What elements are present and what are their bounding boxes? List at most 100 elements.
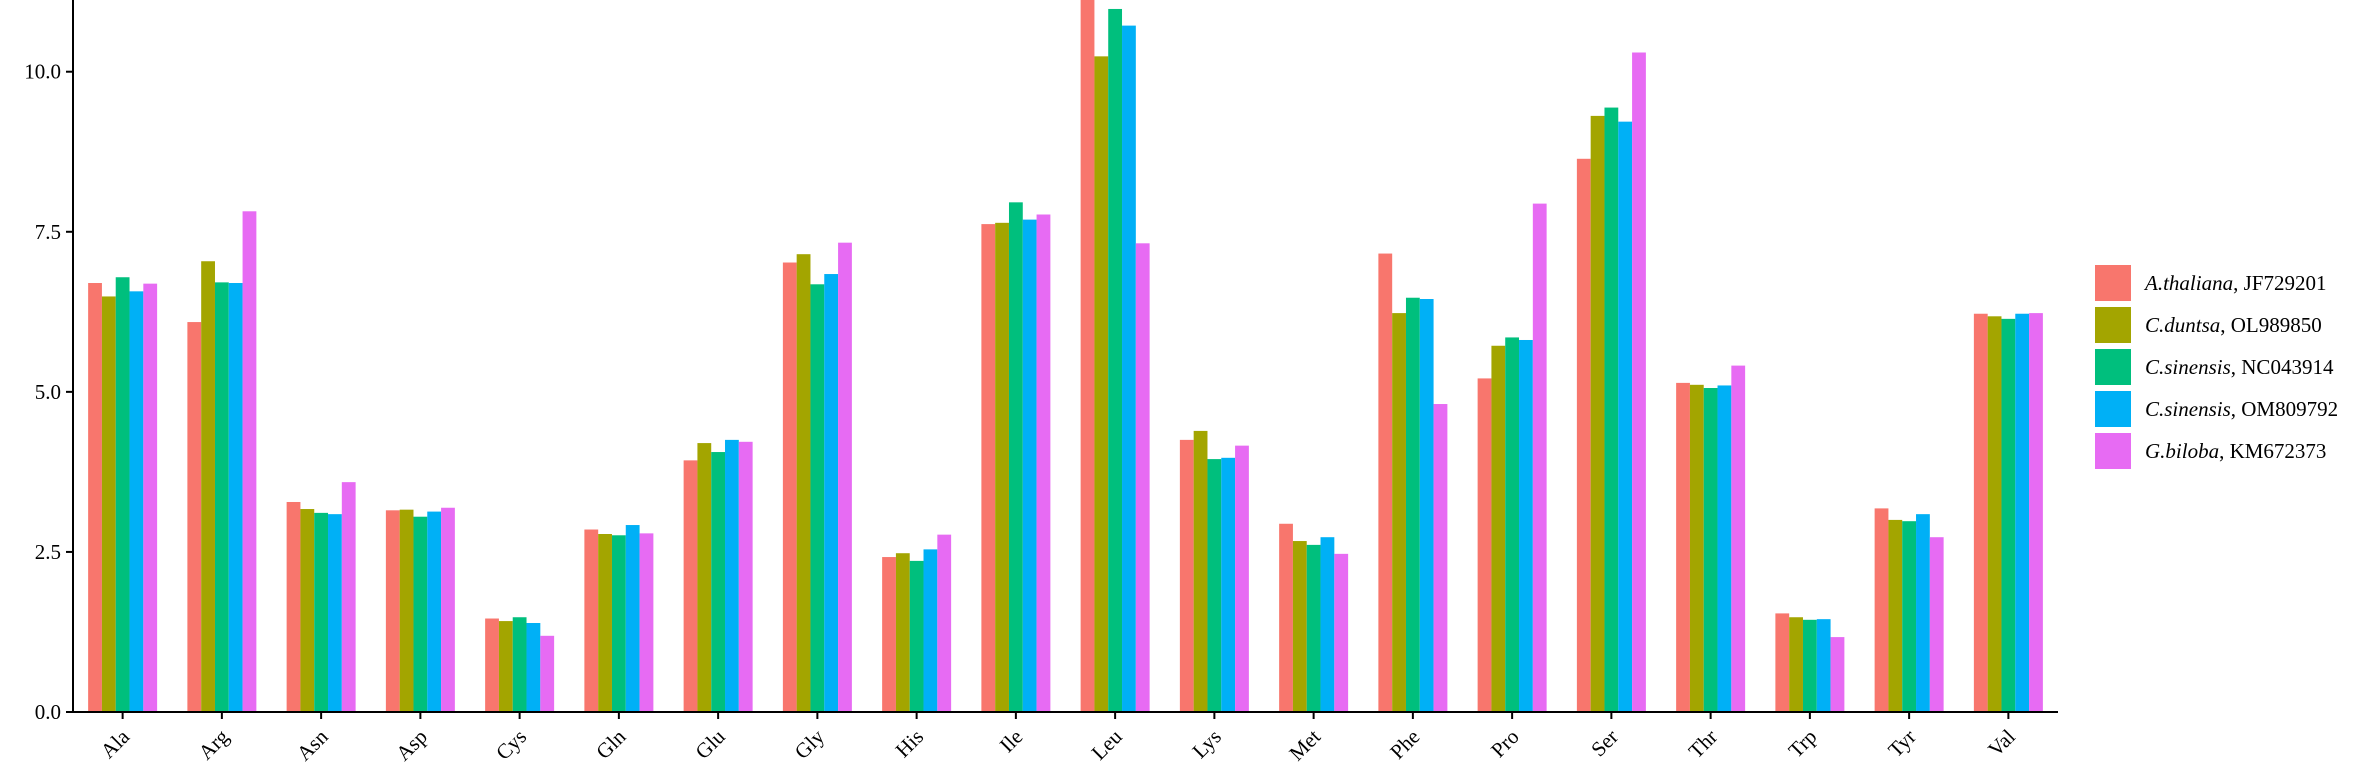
bar-his-series-1: [882, 557, 896, 712]
x-tick-label-asp: Asp: [391, 725, 432, 766]
axes-group: [72, 0, 2058, 713]
bar-ser-series-5: [1632, 52, 1646, 712]
legend: A.thaliana, JF729201 C.duntsa, OL989850 C.…: [2095, 262, 2338, 472]
bar-gln-series-5: [639, 533, 654, 712]
bar-val-series-4: [2015, 313, 2030, 712]
bar-asp-series-4: [427, 511, 442, 712]
bar-tyr-series-3: [1902, 521, 1917, 712]
bar-ser-series-1: [1576, 158, 1591, 713]
y-tick-label: 0.0: [35, 700, 61, 724]
bar-thr-series-1: [1676, 382, 1690, 712]
bar-trp-series-5: [1830, 637, 1845, 712]
bar-val-series-5: [2029, 313, 2043, 712]
bar-ser-series-3: [1604, 107, 1619, 712]
bar-ile-series-3: [1008, 202, 1023, 712]
bar-ala-series-2: [101, 296, 116, 712]
legend-species: G.biloba: [2145, 438, 2220, 463]
bar-cys-series-2: [498, 621, 513, 712]
legend-swatch: [2095, 349, 2131, 385]
legend-accession: , NC043914: [2230, 354, 2334, 379]
bar-arg-series-3: [214, 282, 229, 712]
bar-thr-series-5: [1731, 365, 1746, 712]
bar-asp-series-5: [441, 507, 455, 712]
bars-group: [88, 0, 2043, 713]
legend-swatch: [2095, 307, 2131, 343]
bar-asn-series-1: [286, 501, 301, 712]
bar-pro-series-5: [1532, 203, 1547, 713]
bar-glu-series-5: [738, 441, 753, 712]
legend-accession: , OM809792: [2230, 396, 2339, 421]
x-tick-label-leu: Leu: [1087, 724, 1127, 764]
legend-accession: , KM672373: [2219, 438, 2327, 463]
bar-val-series-2: [1987, 316, 2002, 712]
bar-lys-series-5: [1235, 445, 1249, 712]
legend-accession: , OL989850: [2220, 312, 2322, 337]
bar-val-series-3: [2001, 318, 2016, 712]
x-tick-label-gly: Gly: [790, 724, 830, 764]
bar-leu-series-5: [1135, 243, 1150, 712]
x-tick-label-pro: Pro: [1486, 725, 1524, 763]
y-tick-label: 7.5: [35, 220, 61, 244]
bar-ser-series-2: [1590, 115, 1605, 712]
bar-ile-series-1: [981, 224, 996, 712]
bar-ile-series-4: [1022, 219, 1037, 712]
bar-his-series-3: [909, 560, 924, 712]
bar-lys-series-4: [1221, 457, 1236, 712]
y-ticks-group: 0.0 2.5 5.0 7.5 10.0: [24, 60, 73, 724]
bar-his-series-5: [937, 534, 952, 712]
bar-pro-series-1: [1477, 378, 1492, 712]
bar-asn-series-2: [300, 509, 315, 712]
bar-gly-series-1: [782, 262, 797, 712]
legend-label: A.thaliana, JF729201: [2145, 271, 2326, 296]
bar-glu-series-4: [725, 439, 739, 712]
bar-asp-series-1: [385, 510, 400, 712]
bar-met-series-4: [1320, 537, 1335, 712]
legend-swatch: [2095, 391, 2131, 427]
bar-asn-series-3: [314, 512, 329, 712]
bar-gln-series-2: [598, 534, 612, 712]
bar-tyr-series-4: [1916, 514, 1930, 712]
bar-met-series-1: [1279, 523, 1293, 712]
legend-item: G.biloba, KM672373: [2095, 430, 2338, 472]
bar-arg-series-2: [201, 261, 215, 712]
bar-his-series-2: [895, 553, 910, 712]
bar-ile-series-5: [1036, 214, 1051, 712]
x-tick-label-asn: Asn: [292, 724, 333, 765]
x-tick-label-his: His: [891, 725, 929, 763]
x-tick-label-tyr: Tyr: [1883, 725, 1920, 762]
y-tick-label: 10.0: [24, 60, 61, 84]
bar-phe-series-5: [1433, 404, 1448, 712]
bar-gln-series-1: [584, 529, 599, 712]
bar-ser-series-4: [1618, 121, 1633, 712]
bar-arg-series-4: [228, 283, 243, 712]
bar-trp-series-2: [1789, 617, 1803, 712]
legend-swatch: [2095, 433, 2131, 469]
bar-met-series-5: [1334, 553, 1349, 712]
bar-asn-series-4: [328, 514, 342, 712]
bar-lys-series-1: [1179, 439, 1194, 712]
bar-glu-series-3: [711, 452, 726, 712]
legend-species: C.sinensis: [2145, 354, 2231, 379]
x-tick-label-ala: Ala: [96, 724, 135, 763]
bar-gly-series-4: [824, 274, 839, 712]
bar-asn-series-5: [341, 482, 356, 712]
x-tick-label-trp: Trp: [1784, 725, 1822, 763]
bar-phe-series-3: [1405, 297, 1420, 712]
bar-asp-series-3: [413, 516, 428, 712]
bar-leu-series-3: [1108, 8, 1123, 712]
bar-val-series-1: [1973, 313, 1988, 712]
x-tick-label-cys: Cys: [491, 725, 531, 765]
bar-cys-series-5: [540, 635, 555, 712]
bar-phe-series-4: [1419, 299, 1434, 712]
bar-lys-series-2: [1193, 430, 1208, 712]
legend-item: C.sinensis, OM809792: [2095, 388, 2338, 430]
bar-cys-series-4: [526, 623, 541, 712]
bar-ala-series-4: [129, 291, 144, 712]
bar-pro-series-3: [1505, 337, 1520, 712]
bar-ala-series-3: [115, 277, 130, 712]
bar-trp-series-3: [1802, 619, 1817, 712]
bar-gln-series-4: [625, 525, 640, 712]
legend-accession: , JF729201: [2233, 270, 2327, 295]
bar-glu-series-1: [683, 460, 698, 712]
